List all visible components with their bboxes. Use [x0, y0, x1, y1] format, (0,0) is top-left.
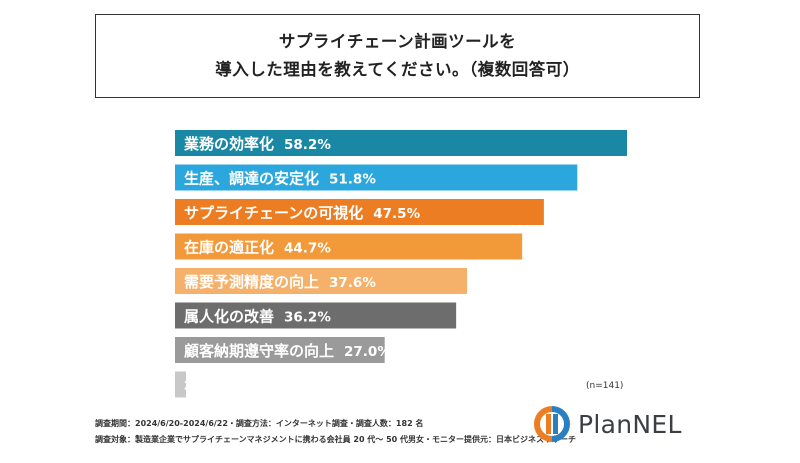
- survey-info-line-1: 調査期間：2024/6/20-2024/6/22・調査方法：インターネット調査・…: [95, 419, 424, 428]
- value-label-7: 27.0%: [344, 344, 391, 360]
- bar-2: [175, 164, 578, 191]
- bar-label-2: 生産、調達の安定化 51.8%: [184, 170, 376, 188]
- category-label-7: 顧客納期遵守率の向上: [184, 342, 334, 360]
- sample-size-note: (n=141): [586, 381, 624, 391]
- plannel-logo: PlanNEL: [532, 404, 682, 444]
- value-label-6: 36.2%: [284, 310, 331, 326]
- plannel-logo-icon: [534, 406, 570, 442]
- bar-4: [175, 233, 523, 260]
- bar-label-4: 在庫の適正化 44.7%: [184, 239, 331, 257]
- bar-6: [175, 302, 457, 329]
- chart-title-line-1: サプライチェーン計画ツールを: [278, 32, 517, 51]
- survey-info-line-2: 調査対象：製造業企業でサプライチェーンマネジメントに携わる会社員 20 代～ 5…: [95, 435, 577, 444]
- category-label-8: わからない: [184, 377, 259, 395]
- bar-label-7: 顧客納期遵守率の向上 27.0%: [184, 342, 391, 360]
- bar-7: [175, 337, 385, 363]
- category-label-3: サプライチェーンの可視化: [184, 204, 363, 222]
- plannel-logo-text: PlanNEL: [578, 409, 682, 439]
- bar-label-6: 属人化の改善 36.2%: [184, 308, 331, 326]
- category-label-5: 需要予測精度の向上: [184, 273, 319, 291]
- bar-label-5: 需要予測精度の向上 37.6%: [184, 273, 376, 291]
- category-label-1: 業務の効率化: [183, 135, 274, 153]
- bar-chart: 業務の効率化 58.2% 生産、調達の安定化 51.8% サプライチェーンの可視化 47.…: [175, 130, 627, 398]
- value-label-8: 1.4%: [269, 379, 307, 395]
- bar-1: [175, 130, 627, 156]
- category-label-2: 生産、調達の安定化: [184, 170, 319, 188]
- title-box: サプライチェーン計画ツールを 導入した理由を教えてください。（複数回答可）: [95, 14, 700, 98]
- bar-3: [175, 199, 544, 225]
- bar-label-8: わからない 1.4%: [184, 377, 307, 395]
- category-label-4: 在庫の適正化: [184, 239, 274, 257]
- value-label-1: 58.2%: [284, 137, 331, 153]
- bar-5: [175, 268, 468, 294]
- value-label-5: 37.6%: [329, 275, 376, 291]
- bar-label-3: サプライチェーンの可視化 47.5%: [184, 204, 421, 222]
- bar-label-1: 業務の効率化 58.2%: [183, 135, 331, 153]
- value-label-4: 44.7%: [284, 241, 331, 257]
- value-label-2: 51.8%: [329, 172, 376, 188]
- chart-title-line-2: 導入した理由を教えてください。（複数回答可）: [215, 60, 580, 79]
- value-label-3: 47.5%: [373, 206, 420, 222]
- bar-8: [175, 371, 186, 398]
- category-label-6: 属人化の改善: [184, 308, 274, 326]
